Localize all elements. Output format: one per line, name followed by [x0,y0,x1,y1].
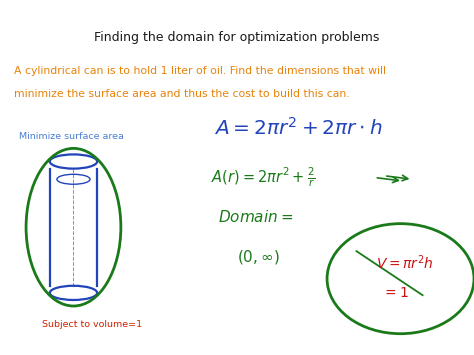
Text: A cylindrical can is to hold 1 liter of oil. Find the dimensions that will: A cylindrical can is to hold 1 liter of … [14,66,386,76]
Text: minimize the surface area and thus the cost to build this can.: minimize the surface area and thus the c… [14,89,350,99]
Text: $V{=}\pi r^2 h$: $V{=}\pi r^2 h$ [376,253,434,272]
Text: $A(r) = 2\pi r^2 + \frac{2}{r}$: $A(r) = 2\pi r^2 + \frac{2}{r}$ [211,165,315,190]
Text: $A = 2\pi r^2 + 2\pi r \cdot h$: $A = 2\pi r^2 + 2\pi r \cdot h$ [214,117,383,139]
Text: Subject to volume=1: Subject to volume=1 [42,320,143,329]
Text: Minimize surface area: Minimize surface area [19,132,124,141]
Text: $=1$: $=1$ [383,286,409,300]
Text: $Domain =$: $Domain =$ [218,208,293,225]
Text: $(0, \infty)$: $(0, \infty)$ [237,248,280,266]
Text: Finding the domain for optimization problems: Finding the domain for optimization prob… [94,31,380,44]
